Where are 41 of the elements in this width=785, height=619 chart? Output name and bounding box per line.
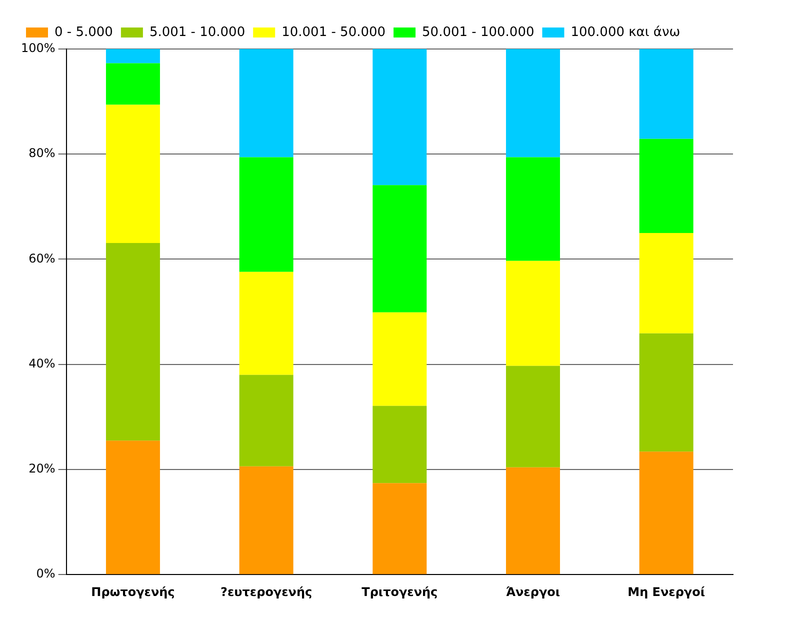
legend-label: 10.001 - 50.000 [282,24,386,40]
legend-label: 100.000 και άνω [570,24,680,40]
bar [639,138,694,233]
bar [506,157,560,261]
bar [506,366,560,468]
bar [506,49,560,158]
bar [106,63,160,105]
bar [239,49,294,158]
y-tick-label: 80% [28,146,56,160]
bar [506,260,560,366]
bar [372,483,427,574]
bar [639,49,694,139]
bar [106,49,160,64]
x-tick-label: Τριτογενής [362,584,438,599]
bar [239,272,294,375]
x-tick-label: Μη Ενεργοί [628,584,706,599]
bar [372,312,427,406]
y-tick-label: 40% [28,356,56,370]
bar [106,104,160,243]
y-tick-label: 100% [20,41,56,56]
y-tick-label: 60% [28,251,56,266]
bar [239,374,294,466]
bar [372,406,427,484]
legend-label: 5.001 - 10.000 [149,24,246,40]
bar [239,157,294,272]
legend-label: 0 - 5.000 [54,24,113,40]
x-tick-label: Πρωτογενής [91,584,175,599]
bar [639,333,694,452]
bar [372,49,427,186]
y-tick-label: 0% [36,566,56,581]
bar [506,467,560,574]
bar [372,185,427,312]
y-tick-label: 20% [28,462,56,476]
x-tick-label: Άνεργοι [506,584,560,599]
x-tick-label: ?ευτερογενής [220,584,312,599]
legend-label: 50.001 - 100.000 [422,24,534,40]
bar [639,232,694,334]
bar [106,440,160,574]
bar [639,452,694,574]
bar [239,466,294,574]
bar [106,242,160,441]
